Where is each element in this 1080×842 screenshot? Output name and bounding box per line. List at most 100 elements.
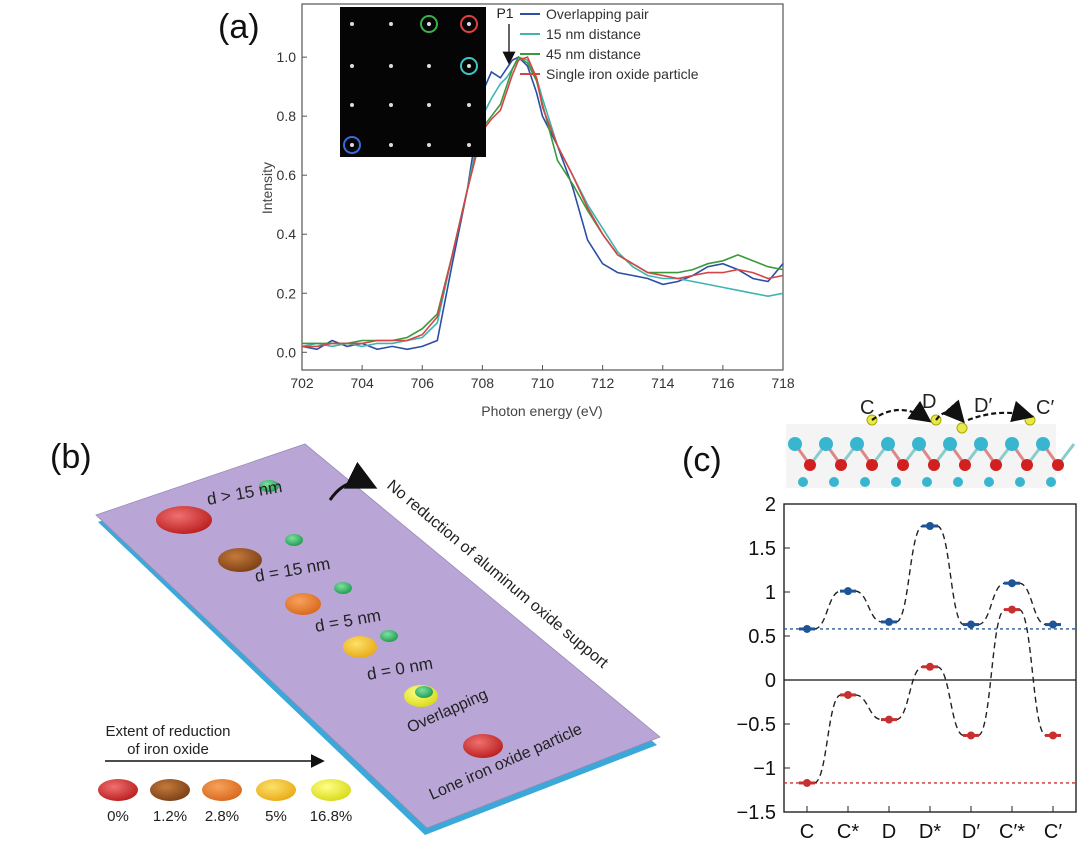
chart-c-xtick-label: C — [800, 821, 814, 842]
hop-arrow-2 — [935, 399, 965, 424]
inset-particle — [389, 103, 393, 107]
structure-atom-al — [798, 477, 808, 487]
inset-particle — [350, 103, 354, 107]
particle-green-3 — [334, 582, 352, 594]
structure-label-c: C — [860, 397, 874, 419]
inset-circle-red — [460, 15, 478, 33]
particle-green-5 — [415, 686, 433, 698]
chart-a-series-line-4 — [302, 56, 784, 348]
inset-particle — [427, 103, 431, 107]
inset-circle-cyan — [460, 57, 478, 75]
chart-c-ytick-label: −0.5 — [737, 714, 776, 736]
panel-label-c: (c) — [682, 441, 722, 479]
inset-circle-green — [420, 15, 438, 33]
chart-a-xlabel: Photon energy (eV) — [481, 403, 602, 419]
chart-c-point-red — [1008, 605, 1016, 614]
support-surface — [95, 443, 661, 829]
structure-atom-al — [850, 437, 864, 451]
chart-c-point-blue — [885, 617, 893, 626]
chart-c-ytick-label: 0.5 — [748, 626, 776, 648]
inset-background — [340, 7, 486, 157]
chart-c-point-red — [1049, 731, 1057, 740]
inset-particle — [427, 143, 431, 147]
chart-a-ticks: 702 704 706 708 710 712 714 716 718 0.0 0.2 0.4 0.6 0… — [277, 49, 795, 391]
chart-a-ytick-label: 1.0 — [277, 49, 297, 65]
structure-adatom — [956, 422, 968, 434]
structure-atoms — [788, 414, 1076, 487]
chart-c-point-blue — [1049, 620, 1057, 629]
chart-c-lines — [784, 522, 1076, 787]
panel-label-b: (b) — [50, 438, 92, 476]
chart-c-ytick-label: 1 — [765, 582, 776, 604]
particle-orange — [285, 593, 321, 615]
structure-background — [786, 424, 1056, 488]
inset-particle — [467, 22, 471, 26]
chart-c-point-red — [967, 731, 975, 740]
particle-yellow — [343, 636, 377, 658]
inset-particle — [389, 64, 393, 68]
chart-c-ytick-label: 0 — [765, 670, 776, 692]
particle-green-1 — [259, 480, 279, 492]
structure-atom-o — [897, 459, 909, 471]
inset-circle-blue — [343, 136, 361, 154]
structure-atom-o — [1021, 459, 1033, 471]
chart-a-xtick-label: 706 — [411, 375, 435, 391]
chart-c-point-red — [844, 690, 852, 699]
particle-red-lone — [463, 734, 503, 758]
chart-a-ytick-label: 0.8 — [277, 108, 297, 124]
structure-atom-o — [928, 459, 940, 471]
chart-a-legend-label: 45 nm distance — [546, 46, 641, 62]
chart-a-legend: Overlapping pair 15 nm distance 45 nm dist… — [520, 6, 699, 82]
chart-c-xtick-label: D* — [919, 821, 941, 842]
chart-c-path-blue — [813, 525, 1047, 630]
panel-label-a: (a) — [218, 8, 260, 46]
structure-atom-al — [819, 437, 833, 451]
chart-a-series-line-2 — [301, 56, 784, 348]
chart-c-point-red — [926, 662, 934, 671]
structure-atom-o — [1052, 459, 1064, 471]
chart-a-lines — [301, 55, 784, 351]
structure-atom-o — [835, 459, 847, 471]
chart-a-ylabel: Intensity — [259, 162, 275, 214]
hop-arrow-3 — [967, 400, 1035, 423]
structure-atom-al — [1015, 477, 1025, 487]
structure-atom-o — [866, 459, 878, 471]
chart-c-point-red — [885, 715, 893, 724]
extent-label: 0% — [107, 808, 129, 825]
chart-c-point-blue — [926, 522, 934, 530]
inset-particle — [350, 143, 354, 147]
structure-atom-al — [974, 437, 988, 451]
chart-a-ytick-label: 0.6 — [277, 167, 297, 183]
structure-atom-o — [990, 459, 1002, 471]
structure-label-cprime: C′ — [1036, 397, 1054, 419]
chart-c-xtick-label: D′ — [962, 821, 980, 842]
structure-atom-al — [912, 437, 926, 451]
chart-a: 702 704 706 708 710 712 714 716 718 0.0 0.2 0.4 0.6 0… — [259, 3, 795, 419]
chart-a-legend-label: Single iron oxide particle — [546, 66, 699, 82]
chart-a-xtick-label: 714 — [651, 375, 675, 391]
structure-atom-al — [984, 477, 994, 487]
particle-green-2 — [285, 534, 303, 546]
structure-label-d: D — [922, 391, 936, 413]
chart-c: −1.5 −1 −0.5 0 0.5 1 1.5 2 C C* D D* D′ C′* C′ — [737, 494, 1077, 842]
chart-c-point-red — [803, 778, 811, 787]
structure-atom-al — [860, 477, 870, 487]
structure-atom-al — [922, 477, 932, 487]
extent-title-2: of iron oxide — [127, 741, 209, 758]
slab-particles — [156, 480, 503, 758]
chart-a-xtick-label: 710 — [531, 375, 555, 391]
structure-atom-al — [891, 477, 901, 487]
inset-particle — [350, 64, 354, 68]
chart-a-ytick-label: 0.0 — [277, 344, 297, 360]
structure-atom-al — [1036, 437, 1050, 451]
extent-legend: 0% 1.2% 2.8% 5% 16.8% — [98, 779, 352, 825]
chart-c-xtick-label: D — [882, 821, 896, 842]
chart-c-point-blue — [803, 624, 811, 633]
particle-green-4 — [380, 630, 398, 642]
chart-c-xtick-label: C′ — [1044, 821, 1062, 842]
chart-a-xtick-label: 704 — [350, 375, 374, 391]
inset-particle — [350, 22, 354, 26]
chart-c-frame — [783, 503, 1077, 813]
structure-atom-al — [943, 437, 957, 451]
chart-a-ytick-label: 0.4 — [277, 226, 297, 242]
